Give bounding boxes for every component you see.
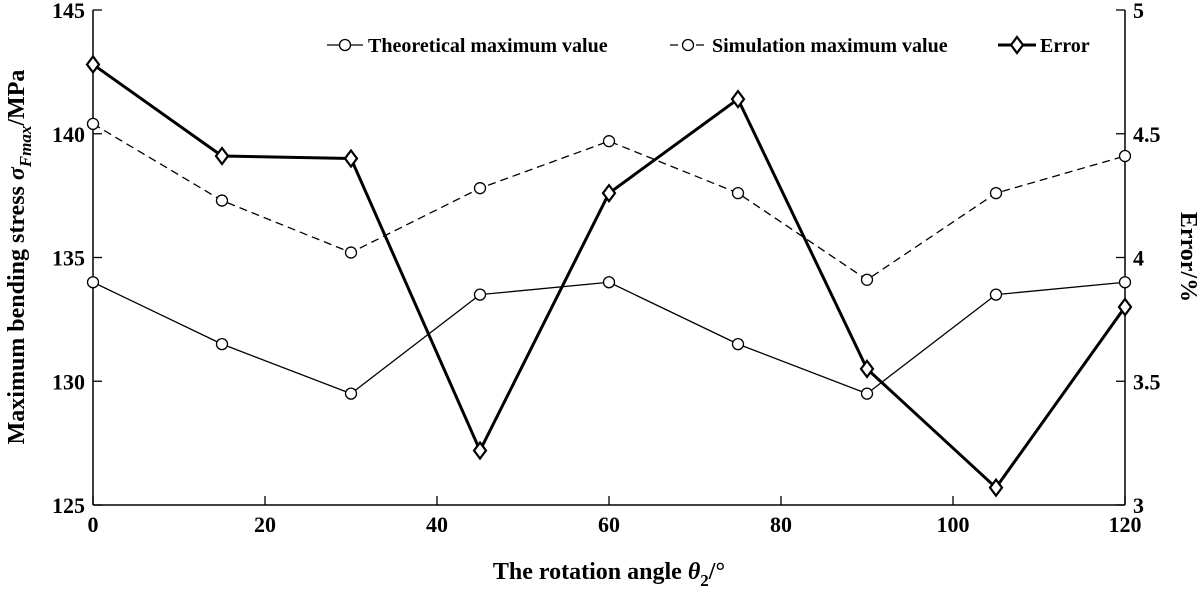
legend-label-error: Error [1040, 35, 1090, 57]
data-point-theoretical [1118, 276, 1132, 289]
data-point-simulation [86, 117, 100, 130]
x-tick-label: 60 [598, 512, 620, 537]
data-point-theoretical [860, 387, 874, 400]
data-point-theoretical [731, 337, 745, 351]
data-point-error [859, 359, 875, 379]
data-point-error [343, 148, 359, 169]
data-point-theoretical [215, 337, 229, 351]
data-point-theoretical [344, 387, 358, 400]
data-point-simulation [215, 194, 229, 207]
y2-tick-label: 3.5 [1133, 369, 1161, 394]
y2-tick-label: 5 [1133, 0, 1144, 23]
data-point-simulation [731, 186, 745, 200]
y-tick-label: 140 [52, 122, 85, 147]
x-tick-label: 0 [88, 512, 99, 537]
data-point-error [85, 54, 101, 75]
y2-tick-label: 3 [1133, 493, 1144, 518]
y2-tick-label: 4 [1133, 246, 1144, 271]
series-layer [85, 54, 1133, 498]
x-tick-label: 20 [254, 512, 276, 537]
data-point-theoretical [989, 288, 1003, 301]
y2-tick-label: 4.5 [1133, 122, 1161, 147]
x-tick-label: 100 [937, 512, 970, 537]
legend-item-error: Error [998, 35, 1090, 57]
data-point-simulation [860, 273, 874, 286]
series-simulation [86, 117, 1132, 286]
legend-item-simulation: Simulation maximum value [670, 35, 948, 57]
x-tick-label: 40 [426, 512, 448, 537]
data-point-simulation [473, 182, 487, 195]
series-error [85, 54, 1133, 498]
x-axis-title: The rotation angle θ2/° [493, 559, 725, 590]
data-point-simulation [1118, 149, 1132, 163]
data-point-error [214, 146, 230, 166]
series-line-error [92, 63, 1127, 490]
series-theoretical [86, 276, 1132, 400]
legend: Theoretical maximum value Simulation max… [327, 35, 1090, 57]
legend-label-simulation: Simulation maximum value [712, 35, 948, 57]
series-line-simulation [92, 123, 1126, 281]
legend-label-theoretical: Theoretical maximum value [368, 35, 608, 57]
data-point-simulation [989, 186, 1003, 200]
x-tick-label: 120 [1109, 512, 1142, 537]
y-tick-label: 125 [52, 493, 85, 518]
data-point-error [988, 477, 1004, 498]
plot-area [92, 10, 1126, 506]
data-point-theoretical [473, 288, 487, 301]
y-tick-label: 135 [52, 246, 85, 271]
data-point-error [730, 89, 746, 109]
series-line-theoretical [92, 281, 1126, 395]
data-point-simulation [602, 135, 616, 148]
data-point-error [472, 440, 488, 461]
axis-ticks: 0 20 40 60 80 100 120 125 130 135 140 145 3 3.5 4 4.5 5 [52, 0, 1161, 537]
y-axis-title: Maximum bending stress σFmax/MPa [4, 70, 35, 445]
x-tick-label: 80 [770, 512, 792, 537]
data-point-error [601, 183, 617, 203]
y2-axis-title: Error/% [1175, 212, 1200, 302]
legend-circle-marker-icon [338, 38, 352, 52]
data-point-simulation [344, 246, 358, 259]
data-point-error [1117, 297, 1133, 317]
data-point-theoretical [602, 276, 616, 289]
legend-diamond-marker-icon [1009, 35, 1025, 55]
y-tick-label: 145 [52, 0, 85, 23]
y-tick-label: 130 [52, 369, 85, 394]
legend-item-theoretical: Theoretical maximum value [327, 35, 608, 57]
legend-circle-marker-icon [681, 38, 695, 52]
data-point-theoretical [86, 276, 100, 289]
